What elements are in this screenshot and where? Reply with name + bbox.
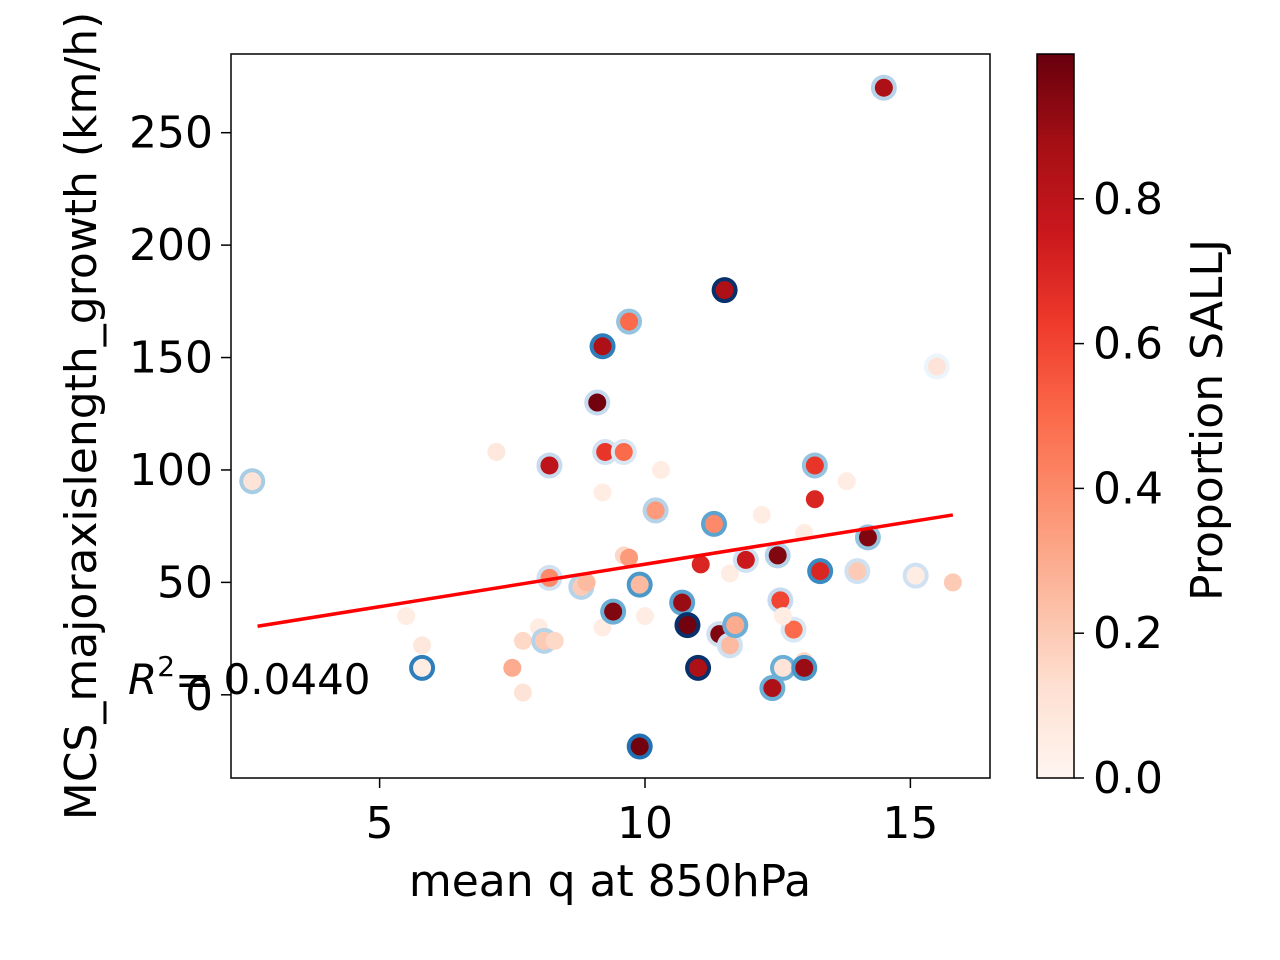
scatter-point-3 xyxy=(413,636,432,655)
y-tick-label-1: 50 xyxy=(157,557,213,608)
x-tick-label-2: 15 xyxy=(882,798,938,849)
plot-frame xyxy=(230,53,991,779)
scatter-point-45 xyxy=(774,658,792,677)
scatter-point-51 xyxy=(805,456,824,475)
scatter-point-52 xyxy=(805,490,824,509)
x-tick-label-0: 5 xyxy=(366,798,394,849)
scatter-point-15 xyxy=(588,393,607,412)
x-axis-label: mean q at 850hPa xyxy=(409,856,811,907)
colorbar-tick-label-1: 0.2 xyxy=(1093,608,1163,659)
y-tick-label-4: 200 xyxy=(129,220,213,271)
scatter-point-60 xyxy=(943,573,962,592)
regression-line-group xyxy=(257,513,954,628)
scatter-point-32 xyxy=(689,658,708,677)
scatter-point-39 xyxy=(726,616,745,635)
y-tick-label-2: 100 xyxy=(129,445,213,496)
scatter-point-28 xyxy=(646,501,665,520)
x-tick-label-1: 10 xyxy=(617,798,673,849)
scatter-point-6 xyxy=(513,683,532,702)
scatter-point-43 xyxy=(768,546,787,565)
scatter-point-29 xyxy=(651,460,670,479)
scatter-point-59 xyxy=(927,357,946,376)
r-squared-superscript: 2 xyxy=(157,650,175,683)
scatter-point-42 xyxy=(763,679,782,698)
colorbar-tick-label-4: 0.8 xyxy=(1093,174,1163,225)
scatter-point-19 xyxy=(596,442,615,461)
y-tick-label-0: 0 xyxy=(185,670,213,721)
scatter-point-24 xyxy=(620,312,639,331)
y-axis-label: MCS_majoraxislength_growth (km/h) xyxy=(56,12,107,821)
scatter-point-44 xyxy=(771,591,790,610)
scatter-point-10 xyxy=(545,631,564,650)
r-squared-symbol: R xyxy=(128,655,157,704)
scatter-point-36 xyxy=(715,281,734,300)
colorbar-tick-label-3: 0.6 xyxy=(1093,319,1163,370)
scatter-point-30 xyxy=(673,593,692,612)
r-squared-value: = 0.0440 xyxy=(175,655,371,704)
scatter-point-2 xyxy=(397,607,416,626)
scatter-point-14 xyxy=(577,573,596,592)
scatter-point-4 xyxy=(487,442,506,461)
colorbar-tick-label-0: 0.0 xyxy=(1093,753,1163,804)
scatter-point-38 xyxy=(720,564,739,583)
y-tick-label-3: 150 xyxy=(129,333,213,384)
scatter-point-34 xyxy=(705,514,723,533)
scatter-point-7 xyxy=(513,631,532,650)
scatter-point-57 xyxy=(874,78,893,97)
scatter-point-27 xyxy=(636,607,654,626)
scatter-point-50 xyxy=(795,658,814,677)
scatter-point-56 xyxy=(858,528,877,547)
scatter-point-23 xyxy=(620,548,639,567)
y-tick-label-5: 250 xyxy=(129,108,213,159)
colorbar: 0.0 0.2 0.4 0.6 0.8 Proportion SALLJ xyxy=(1036,53,1233,804)
scatter-point-31 xyxy=(678,616,697,635)
scatter-point-16 xyxy=(593,483,612,502)
colorbar-tick-label-2: 0.4 xyxy=(1093,463,1163,514)
scatter-point-26 xyxy=(630,737,649,756)
scatter-point-11 xyxy=(540,456,559,475)
scatter-point-25 xyxy=(630,575,649,594)
scatter-point-47 xyxy=(774,607,792,626)
scatter-point-33 xyxy=(691,555,710,574)
scatter-point-46 xyxy=(784,620,803,639)
r-squared-annotation: R2= 0.0440 xyxy=(128,650,371,704)
x-axis-ticks: 5 10 15 xyxy=(366,778,938,849)
scatter-point-41 xyxy=(752,505,771,524)
scatter-point-58 xyxy=(906,566,925,585)
scatter-point-37 xyxy=(720,636,739,655)
scatter-point-40 xyxy=(736,550,755,569)
scatter-point-18 xyxy=(593,337,612,356)
scatter-point-21 xyxy=(614,442,633,461)
y-axis-ticks: 0 50 100 150 200 250 xyxy=(129,108,231,721)
colorbar-ticks: 0.0 0.2 0.4 0.6 0.8 xyxy=(1074,174,1163,804)
scatter-point-54 xyxy=(837,472,856,491)
scatter-point-1 xyxy=(413,658,432,677)
colorbar-label: Proportion SALLJ xyxy=(1182,239,1233,601)
scatter-point-53 xyxy=(811,562,830,581)
scatter-point-0 xyxy=(243,472,262,491)
scatter-point-20 xyxy=(604,602,623,621)
scatter-point-5 xyxy=(503,658,522,677)
colorbar-gradient xyxy=(1036,53,1075,779)
scatter-point-55 xyxy=(848,562,867,581)
regression-line xyxy=(257,513,954,628)
scatter-points xyxy=(239,74,962,760)
